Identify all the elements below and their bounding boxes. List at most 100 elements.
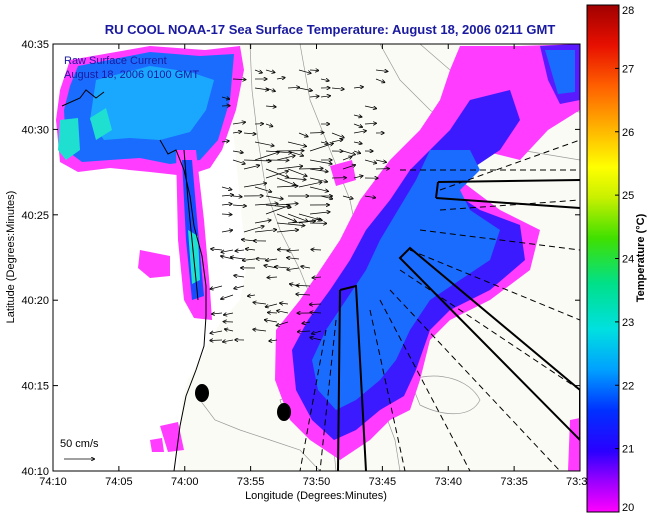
y-axis: 40:10 40:15 40:20 40:25 40:30 40:35 <box>21 39 580 478</box>
current-vector <box>342 165 355 170</box>
current-vector <box>331 88 344 89</box>
current-vector <box>287 213 308 221</box>
current-vectors <box>210 70 388 342</box>
current-vector <box>298 132 308 137</box>
current-vector <box>276 222 304 226</box>
current-vector <box>276 177 295 185</box>
current-vector <box>364 196 375 198</box>
legend-line-2: August 18, 2006 0100 GMT <box>64 69 199 81</box>
current-vector <box>276 166 302 170</box>
y-tick-label: 40:20 <box>21 295 49 307</box>
current-vector <box>375 160 386 162</box>
current-vector <box>221 214 231 215</box>
y-tick-label: 40:10 <box>21 466 49 478</box>
current-vector <box>287 141 306 146</box>
current-vector <box>254 186 271 192</box>
current-vector <box>276 213 296 222</box>
current-vector <box>342 150 355 155</box>
current-vector <box>254 152 279 161</box>
current-vector <box>375 78 384 82</box>
current-vector <box>212 313 223 314</box>
x-tick-label: 73:50 <box>303 476 331 488</box>
current-vector <box>246 249 256 250</box>
current-vector <box>320 96 330 97</box>
current-vector <box>364 123 376 124</box>
current-vector <box>331 132 344 138</box>
current-vector <box>242 240 256 242</box>
legend-line-1: Raw Surface Current <box>64 55 167 67</box>
current-vector <box>266 303 278 307</box>
current-vector <box>342 157 352 161</box>
current-vector <box>310 337 322 341</box>
current-vector <box>277 311 289 314</box>
colorbar-tick-label: 22 <box>622 380 634 392</box>
colorbar-ticks: 20 21 22 23 24 25 26 27 28 <box>615 4 634 514</box>
colorbar-tick-label: 23 <box>622 317 634 329</box>
current-vector <box>265 106 276 107</box>
current-vector <box>243 183 266 188</box>
current-vector <box>364 159 376 163</box>
colorbar-tick-label: 24 <box>622 254 634 266</box>
current-vector <box>287 178 305 180</box>
colorbar-tick-label: 28 <box>622 5 634 17</box>
current-vector <box>298 182 321 188</box>
current-vector <box>253 329 267 331</box>
current-vector <box>265 195 283 199</box>
current-vector <box>309 177 327 182</box>
current-vector <box>278 250 289 251</box>
current-vector <box>211 249 223 250</box>
current-vector <box>243 160 271 161</box>
colorbar-tick-label: 25 <box>622 190 634 202</box>
station-marker <box>277 403 291 421</box>
current-vector <box>254 88 268 90</box>
current-vector <box>309 159 332 164</box>
current-vector <box>320 195 332 199</box>
current-vector <box>320 142 328 144</box>
current-vector <box>222 249 234 252</box>
x-tick-label: 74:05 <box>105 476 133 488</box>
current-vector <box>287 268 300 270</box>
current-vector <box>265 171 288 179</box>
x-tick-label: 73:3 <box>566 476 587 488</box>
sst-field <box>56 44 580 471</box>
current-vector <box>313 277 322 278</box>
y-axis-label: Latitude (Degrees:Minutes) <box>5 191 17 324</box>
current-vector <box>232 159 245 164</box>
current-vector <box>265 320 278 322</box>
current-vector <box>268 277 278 278</box>
current-vector <box>298 219 320 224</box>
x-tick-label: 73:55 <box>237 476 265 488</box>
current-vector <box>254 204 278 206</box>
current-vector <box>232 122 245 124</box>
current-vector <box>248 295 256 296</box>
current-vector <box>277 321 289 326</box>
current-vector <box>254 220 271 224</box>
colorbar-tick-label: 21 <box>622 444 634 456</box>
current-vector <box>266 259 278 261</box>
current-vector <box>221 294 234 299</box>
current-vector <box>221 186 231 190</box>
x-tick-label: 74:00 <box>171 476 199 488</box>
current-vector <box>309 133 323 134</box>
current-vector <box>342 195 353 199</box>
current-vector <box>309 70 318 71</box>
current-vector <box>287 87 299 88</box>
current-vector <box>276 230 298 233</box>
current-vector <box>254 302 267 304</box>
current-vector <box>312 330 322 334</box>
current-vector <box>309 212 330 215</box>
y-tick-label: 40:15 <box>21 381 49 393</box>
current-vector <box>276 186 297 187</box>
current-vector <box>234 285 245 289</box>
current-vector <box>236 250 245 251</box>
current-vector <box>309 168 328 172</box>
current-vector <box>353 142 362 144</box>
current-vector <box>353 115 361 117</box>
x-tick-label: 73:45 <box>369 476 397 488</box>
current-vector <box>232 196 242 197</box>
current-vector <box>287 168 307 176</box>
current-vector <box>310 312 322 313</box>
current-vector <box>287 221 315 224</box>
current-vector <box>221 97 229 99</box>
